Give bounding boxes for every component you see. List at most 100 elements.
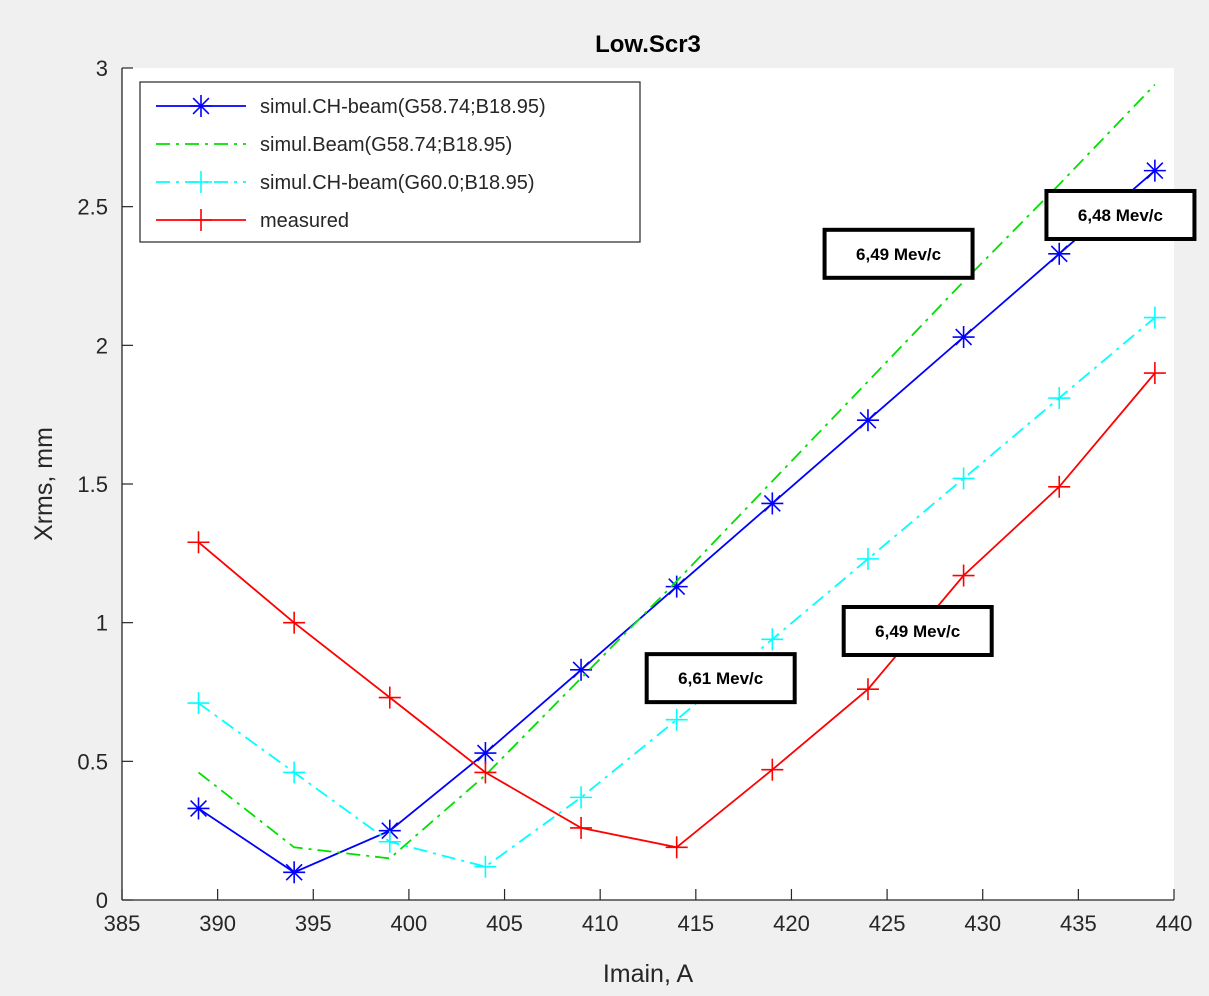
x-tick-label: 440: [1156, 911, 1193, 936]
data-point: [761, 758, 784, 781]
y-tick-label: 2: [96, 333, 108, 358]
data-point: [665, 575, 688, 598]
data-point: [187, 531, 210, 554]
data-point: [283, 861, 306, 884]
data-point-stroke-d2: [1050, 245, 1068, 263]
data-point: [1143, 362, 1166, 385]
data-point: [665, 708, 688, 731]
x-axis-title: Imain, A: [603, 960, 694, 988]
legend-label: simul.CH-beam(G60.0;B18.95): [260, 172, 535, 194]
data-point-stroke-d2: [668, 578, 686, 596]
legend-entry: simul.CH-beam(G58.74;B18.95): [156, 95, 546, 118]
data-point: [1048, 242, 1071, 265]
y-tick-label: 1.5: [77, 472, 108, 497]
x-tick-label: 410: [582, 911, 619, 936]
series-line: [197, 83, 1156, 860]
data-point-stroke-d2: [572, 661, 590, 679]
annotation-frame: [841, 604, 994, 657]
y-tick-label: 3: [96, 56, 108, 81]
data-point: [1143, 159, 1166, 182]
series-2: [197, 83, 1156, 860]
data-point: [761, 492, 784, 515]
data-point-stroke-d2: [1146, 162, 1164, 180]
data-point: [761, 628, 784, 651]
annotation-label: 6,49 Mev/c: [875, 622, 960, 641]
data-point: [952, 467, 975, 490]
annotation-box: 6,48 Mev/c: [1044, 188, 1197, 241]
data-point-stroke-d2: [955, 328, 973, 346]
y-tick-label: 0: [96, 888, 108, 913]
data-point-stroke-d2: [285, 863, 303, 881]
series-4: [187, 362, 1166, 859]
annotations: 6,48 Mev/c 6,49 Mev/c 6,49 Mev/c 6,61 Mev/c: [644, 188, 1197, 705]
annotation-label: 6,61 Mev/c: [678, 669, 763, 688]
x-tick-label: 425: [869, 911, 906, 936]
axes: [121, 67, 1175, 901]
legend-entry: measured: [156, 209, 349, 232]
series-3: [187, 306, 1166, 878]
annotation-box: 6,49 Mev/c: [822, 227, 975, 280]
series-line: [197, 316, 1156, 868]
y-axis-title: Xrms, mm: [30, 427, 58, 541]
x-tick-label: 420: [773, 911, 810, 936]
legend-marker-d2: [192, 97, 210, 115]
annotation-frame: [1044, 188, 1197, 241]
x-tick-label: 405: [486, 911, 523, 936]
legend-box: [139, 81, 641, 243]
data-point: [474, 761, 497, 784]
y-tick-label: 1: [96, 611, 108, 636]
data-point: [856, 547, 879, 570]
data-point: [187, 692, 210, 715]
data-point-stroke-d2: [476, 744, 494, 762]
data-point: [570, 658, 593, 681]
data-point: [378, 686, 401, 709]
x-tick-label: 390: [199, 911, 236, 936]
data-point: [1048, 475, 1071, 498]
annotation-label: 6,48 Mev/c: [1078, 206, 1163, 225]
data-point: [570, 786, 593, 809]
annotation-label: 6,49 Mev/c: [856, 245, 941, 264]
x-tick-label: 400: [391, 911, 428, 936]
x-tick-label: 415: [677, 911, 714, 936]
data-point: [283, 611, 306, 634]
data-point: [952, 564, 975, 587]
series-layer: [187, 83, 1166, 884]
legend-label: simul.Beam(G58.74;B18.95): [260, 134, 512, 156]
x-tick-label: 395: [295, 911, 332, 936]
x-tick-label: 385: [104, 911, 141, 936]
annotation-box: 6,61 Mev/c: [644, 652, 797, 705]
annotation-frame: [644, 652, 797, 705]
y-tick-label: 0.5: [77, 749, 108, 774]
data-point: [665, 836, 688, 859]
data-point-stroke-d2: [763, 494, 781, 512]
legend-label: simul.CH-beam(G58.74;B18.95): [260, 96, 546, 118]
data-point: [187, 797, 210, 820]
data-point-stroke-d2: [381, 822, 399, 840]
data-point: [283, 761, 306, 784]
chart-title: Low.Scr3: [595, 31, 701, 58]
data-point: [952, 326, 975, 349]
data-point: [378, 830, 401, 853]
tick-labels: 385 390 395 400 405 410 415 420 425 430 435 440 0 0.5…: [77, 56, 1192, 936]
data-point-stroke-d2: [859, 411, 877, 429]
legend: simul.CH-beam(G58.74;B18.95) simul.Beam(G…: [139, 81, 641, 243]
data-point: [856, 678, 879, 701]
data-point-stroke-d2: [190, 799, 207, 817]
annotation-frame: [822, 227, 975, 280]
legend-label: measured: [260, 210, 349, 232]
data-point: [474, 742, 497, 765]
x-tick-label: 430: [964, 911, 1001, 936]
series-1: [187, 159, 1166, 884]
legend-entry: simul.Beam(G58.74;B18.95): [156, 134, 512, 156]
x-tick-label: 435: [1060, 911, 1097, 936]
data-point: [856, 409, 879, 432]
data-point: [1143, 306, 1166, 329]
data-point: [474, 855, 497, 878]
data-point: [378, 819, 401, 842]
y-tick-label: 2.5: [77, 195, 108, 220]
annotation-box: 6,49 Mev/c: [841, 604, 994, 657]
legend-entry: simul.CH-beam(G60.0;B18.95): [156, 171, 535, 194]
data-point: [570, 816, 593, 839]
